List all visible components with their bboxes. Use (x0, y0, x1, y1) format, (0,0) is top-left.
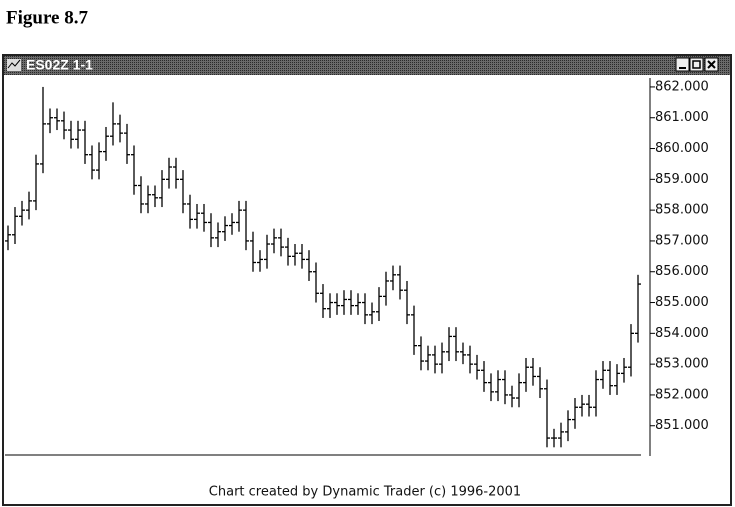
y-tick-label: 861.000 (655, 110, 709, 125)
y-tick-label: 852.000 (655, 387, 709, 402)
y-tick-label: 860.000 (655, 141, 709, 156)
window-title: ES02Z 1-1 (26, 57, 93, 73)
figure-label: Figure 8.7 (6, 7, 88, 28)
y-tick-label: 851.000 (655, 418, 709, 433)
y-tick-label: 858.000 (655, 203, 709, 218)
y-tick-label: 854.000 (655, 326, 709, 341)
footer: Chart created by Dynamic Trader (c) 1996… (209, 485, 521, 500)
y-tick-label: 853.000 (655, 357, 709, 372)
window-buttons[interactable] (675, 57, 719, 72)
y-tick-label: 855.000 (655, 295, 709, 310)
window-frame (2, 54, 732, 506)
y-tick-label: 862.000 (655, 79, 709, 94)
y-tick-label: 856.000 (655, 264, 709, 279)
y-tick-label: 859.000 (655, 172, 709, 187)
y-tick-label: 857.000 (655, 233, 709, 248)
window-icon (7, 59, 21, 71)
title-bar (4, 56, 730, 75)
